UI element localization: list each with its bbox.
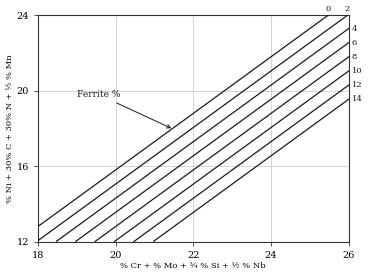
Text: 2: 2 <box>345 6 350 14</box>
Text: 6: 6 <box>352 39 357 47</box>
X-axis label: % Cr + % Mo + ¾ % Si + ½ % Nb: % Cr + % Mo + ¾ % Si + ½ % Nb <box>120 262 266 270</box>
Text: 14: 14 <box>352 95 363 103</box>
Text: 12: 12 <box>352 81 362 89</box>
Text: 4: 4 <box>352 25 357 33</box>
Text: Ferrite %: Ferrite % <box>77 90 170 128</box>
Text: 8: 8 <box>352 53 357 61</box>
Text: 0: 0 <box>325 6 330 14</box>
Text: 10: 10 <box>352 67 362 75</box>
Y-axis label: % Ni + 30% C + 30% N + ½ % Mn: % Ni + 30% C + 30% N + ½ % Mn <box>6 54 14 203</box>
